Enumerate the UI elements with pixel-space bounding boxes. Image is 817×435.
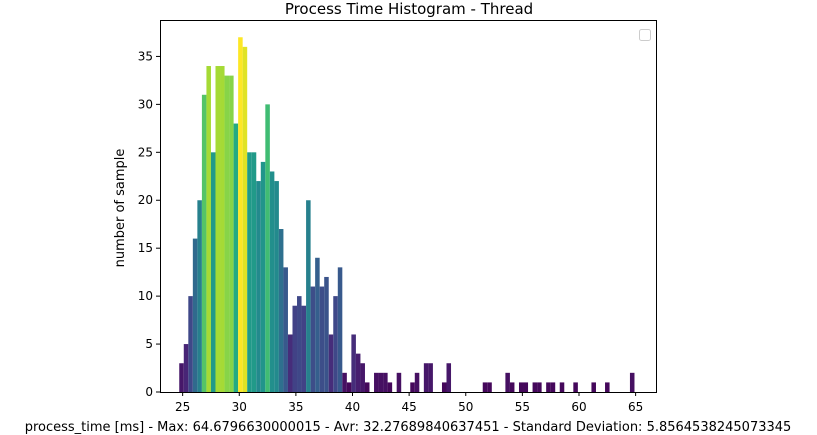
histogram-bar [383, 372, 388, 392]
y-tick-label: 35 [138, 49, 153, 63]
histogram-bar [179, 363, 184, 392]
histogram-bar [441, 382, 447, 392]
histogram-bar [210, 152, 216, 392]
histogram-bar [306, 200, 311, 392]
histogram-bar [591, 382, 596, 392]
histogram-bar [505, 372, 510, 392]
legend-box [639, 29, 651, 41]
histogram-bar [188, 296, 193, 392]
x-tick-label: 65 [628, 400, 643, 414]
histogram-bar [446, 363, 452, 392]
histogram-bar [360, 363, 365, 392]
histogram-bar [396, 372, 402, 392]
histogram-bar [229, 75, 234, 393]
histogram-bar [260, 161, 266, 392]
histogram-bar [278, 229, 284, 392]
histogram-bar [378, 372, 384, 392]
histogram-bar [346, 382, 352, 392]
histogram-bar [487, 382, 492, 392]
x-tick-label: 30 [232, 400, 247, 414]
histogram-bar [355, 353, 361, 392]
histogram-bar [238, 37, 243, 392]
histogram-bar [342, 372, 347, 392]
plot-frame [160, 20, 657, 393]
histogram-bar [482, 382, 488, 392]
histogram-bar [251, 152, 257, 392]
histogram-bar [333, 296, 338, 392]
histogram-bar [337, 267, 343, 392]
histogram-bar [220, 66, 225, 393]
histogram-bar [297, 296, 302, 392]
histogram-bar [269, 171, 275, 392]
histogram-bar [410, 382, 415, 392]
x-tick-label: 55 [515, 400, 530, 414]
histogram-bar [274, 181, 279, 392]
histogram-bar [532, 382, 538, 392]
y-tick-label: 0 [145, 385, 153, 399]
x-tick-label: 40 [345, 400, 360, 414]
histogram-bar [559, 382, 565, 392]
x-tick-label: 60 [571, 400, 586, 414]
y-axis-ticks: 0 5 10 15 20 25 30 35 [138, 49, 160, 399]
x-tick-label: 35 [288, 400, 303, 414]
histogram-bar [629, 372, 635, 392]
histogram-bar [423, 363, 429, 392]
histogram-bar [374, 372, 379, 392]
histogram-bar [224, 75, 230, 393]
histogram-bar [509, 382, 515, 392]
histogram-bar [364, 382, 370, 392]
histogram-bar [201, 94, 207, 392]
histogram-bar [310, 286, 316, 392]
histogram-bar [523, 382, 529, 392]
histogram-bar [315, 257, 320, 392]
histogram-bar [292, 305, 298, 392]
x-axis-ticks: 25 30 35 40 45 50 55 60 65 [175, 392, 643, 414]
histogram-bar [242, 46, 248, 392]
bars-group [179, 37, 635, 393]
histogram-bar [283, 267, 288, 392]
histogram-bar [605, 382, 610, 392]
histogram-bar [518, 382, 524, 392]
x-tick-label: 45 [401, 400, 416, 414]
histogram-bar [206, 66, 211, 393]
histogram-bar [233, 123, 239, 393]
histogram-bar [537, 382, 542, 392]
histogram-bar [428, 363, 433, 392]
histogram-bar [287, 334, 293, 392]
y-tick-label: 20 [138, 193, 153, 207]
y-tick-label: 5 [145, 337, 153, 351]
histogram-bar [351, 334, 356, 392]
histogram-bar [192, 238, 198, 392]
y-tick-label: 25 [138, 145, 153, 159]
histogram-bar [414, 372, 420, 392]
histogram-bar [265, 104, 270, 393]
histogram-bar [550, 382, 556, 392]
histogram-bar [328, 334, 334, 392]
x-tick-label: 50 [458, 400, 473, 414]
y-tick-label: 10 [138, 289, 153, 303]
x-tick-label: 25 [175, 400, 190, 414]
histogram-bar [324, 276, 329, 392]
chart-title: Process Time Histogram - Thread [285, 0, 533, 18]
histogram-bar [247, 152, 252, 392]
histogram-bar [387, 382, 393, 392]
y-tick-label: 30 [138, 97, 153, 111]
histogram-bar [546, 382, 551, 392]
x-axis-label: process_time [ms] - Max: 64.679663000001… [25, 420, 792, 435]
histogram-bar [183, 344, 189, 392]
histogram-bar [256, 181, 261, 392]
histogram-bar [197, 200, 202, 392]
y-tick-label: 15 [138, 241, 153, 255]
histogram-bar [573, 382, 578, 392]
histogram-bar [215, 66, 221, 393]
histogram-bar [301, 305, 307, 392]
y-axis-label: number of sample [113, 149, 128, 268]
histogram-bar [319, 286, 325, 392]
